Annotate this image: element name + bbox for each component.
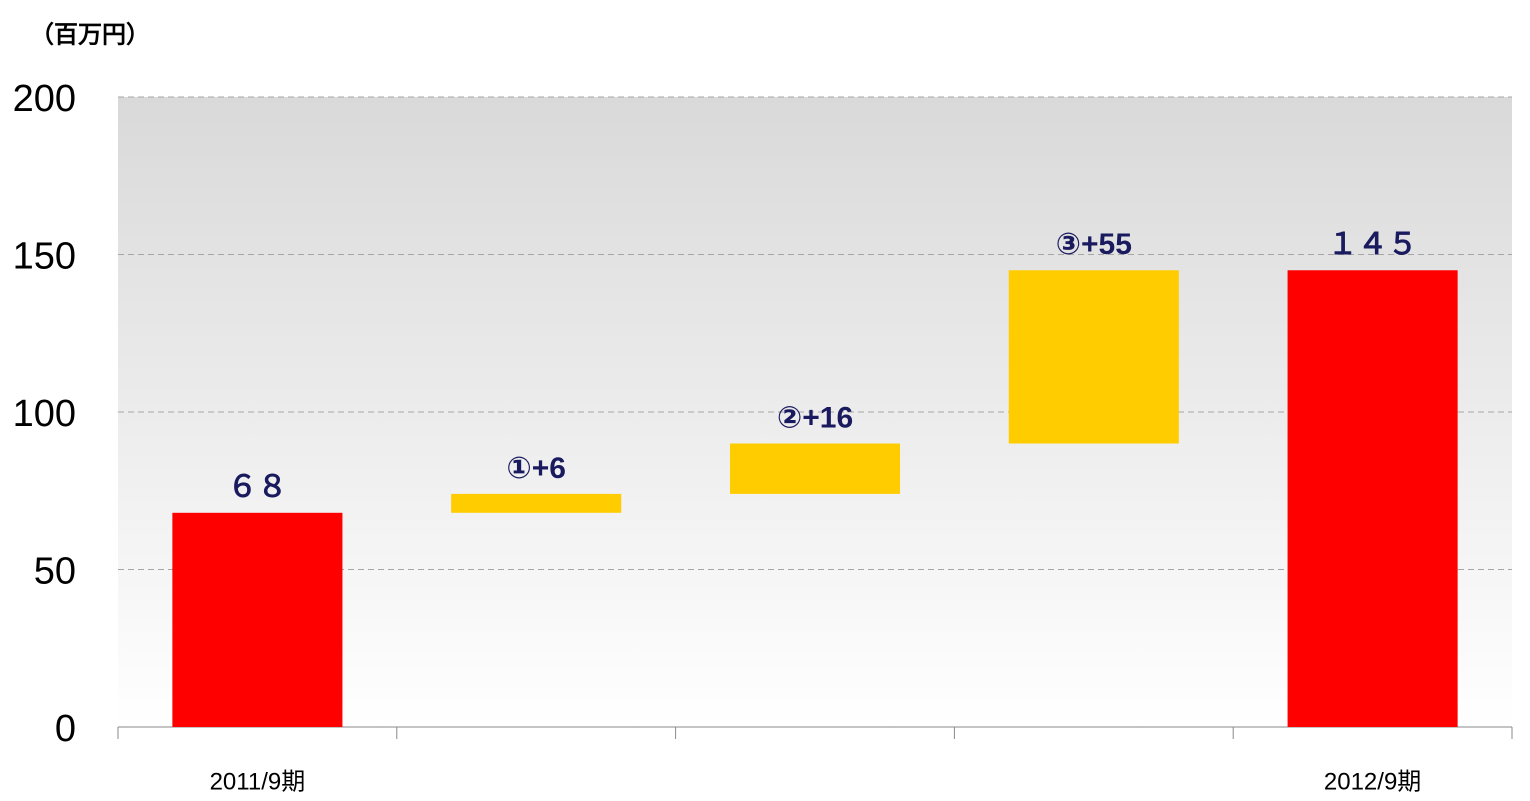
bar: [1287, 270, 1458, 727]
data-label: ①+6: [506, 452, 566, 485]
data-label: １４５: [1328, 228, 1418, 261]
y-tick-label: 0: [55, 708, 76, 750]
bar: [1008, 270, 1179, 444]
y-axis-label: （百万円）: [30, 21, 150, 48]
data-label: ③+55: [1056, 228, 1132, 261]
bar: [729, 443, 901, 494]
bar: [451, 493, 622, 513]
x-tick-label: 2012/9期: [1324, 768, 1421, 795]
bar: [172, 512, 343, 727]
y-tick-label: 100: [13, 393, 76, 435]
y-tick-label: 150: [13, 236, 76, 278]
x-tick-label: 2011/9期: [210, 768, 306, 795]
data-label: ６８: [227, 471, 287, 504]
data-label: ②+16: [777, 401, 853, 434]
y-tick-label: 200: [13, 78, 76, 120]
y-tick-label: 50: [34, 551, 76, 593]
